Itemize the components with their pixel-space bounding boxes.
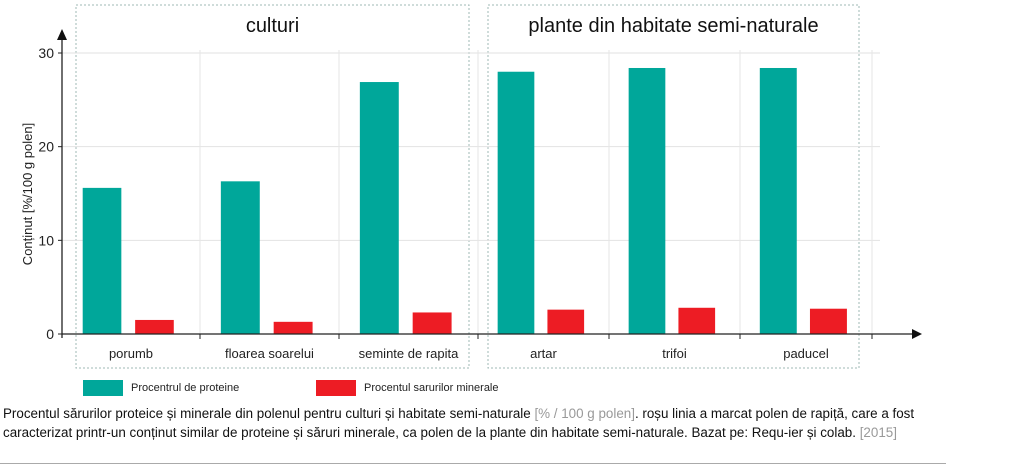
bar-protein-porumb (82, 187, 122, 334)
panel-frame-1 (487, 4, 860, 369)
y-tick-label: 0 (46, 326, 54, 342)
x-tick-label: porumb (109, 346, 153, 361)
bar-protein-artar (497, 71, 535, 334)
group-title: culturi (246, 15, 299, 37)
bar-protein-paducel (759, 67, 797, 334)
divider (0, 463, 946, 464)
y-axis-label: Conținut [%/100 g polen] (20, 123, 35, 265)
group-title: plante din habitate semi-naturale (528, 15, 818, 37)
bar-minerals-seminte-de-rapita (412, 312, 452, 334)
bar-minerals-trifoi (678, 307, 716, 334)
legend-label-minerals: Procentul sarurilor minerale (364, 382, 499, 394)
x-axis-arrow-icon (912, 329, 922, 339)
legend-swatch-minerals (316, 380, 356, 396)
bar-protein-floarea-soarelui (220, 181, 260, 334)
bar-minerals-floarea-soarelui (273, 321, 313, 334)
caption-reference[interactable]: [2015] (859, 425, 897, 440)
bar-minerals-paducel (809, 308, 847, 334)
y-tick-label: 10 (38, 232, 54, 248)
x-tick-label: trifoi (662, 346, 687, 361)
caption-text-2: . roșu linia a marcat polen de rapiță, c… (3, 406, 915, 440)
legend-item-minerals: Procentul sarurilor minerale (316, 380, 499, 396)
panel-frame-0 (75, 4, 470, 369)
x-tick-label: floarea soarelui (225, 346, 314, 361)
bar-protein-trifoi (628, 67, 666, 334)
x-tick-label: paducel (783, 346, 829, 361)
legend-label-protein: Procentrul de proteine (131, 382, 240, 394)
bar-minerals-artar (547, 309, 585, 334)
y-axis-arrow-icon (57, 29, 67, 40)
bar-chart: porumb floarea soarelui seminte de rapita a… (20, 4, 922, 369)
caption-text: Procentul sărurilor proteice și minerale… (3, 406, 535, 421)
legend-item-protein: Procentrul de proteine (83, 380, 239, 396)
x-tick-label: artar (530, 346, 557, 361)
x-tick-label: seminte de rapita (359, 346, 459, 361)
y-tick-label: 30 (38, 45, 54, 61)
bar-protein-seminte-de-rapita (359, 82, 399, 334)
bar-minerals-porumb (135, 319, 174, 334)
legend-swatch-protein (83, 380, 123, 396)
figure-caption: Procentul sărurilor proteice și minerale… (3, 404, 953, 442)
y-tick-label: 20 (38, 139, 54, 155)
caption-unit: [% / 100 g polen] (534, 406, 635, 421)
